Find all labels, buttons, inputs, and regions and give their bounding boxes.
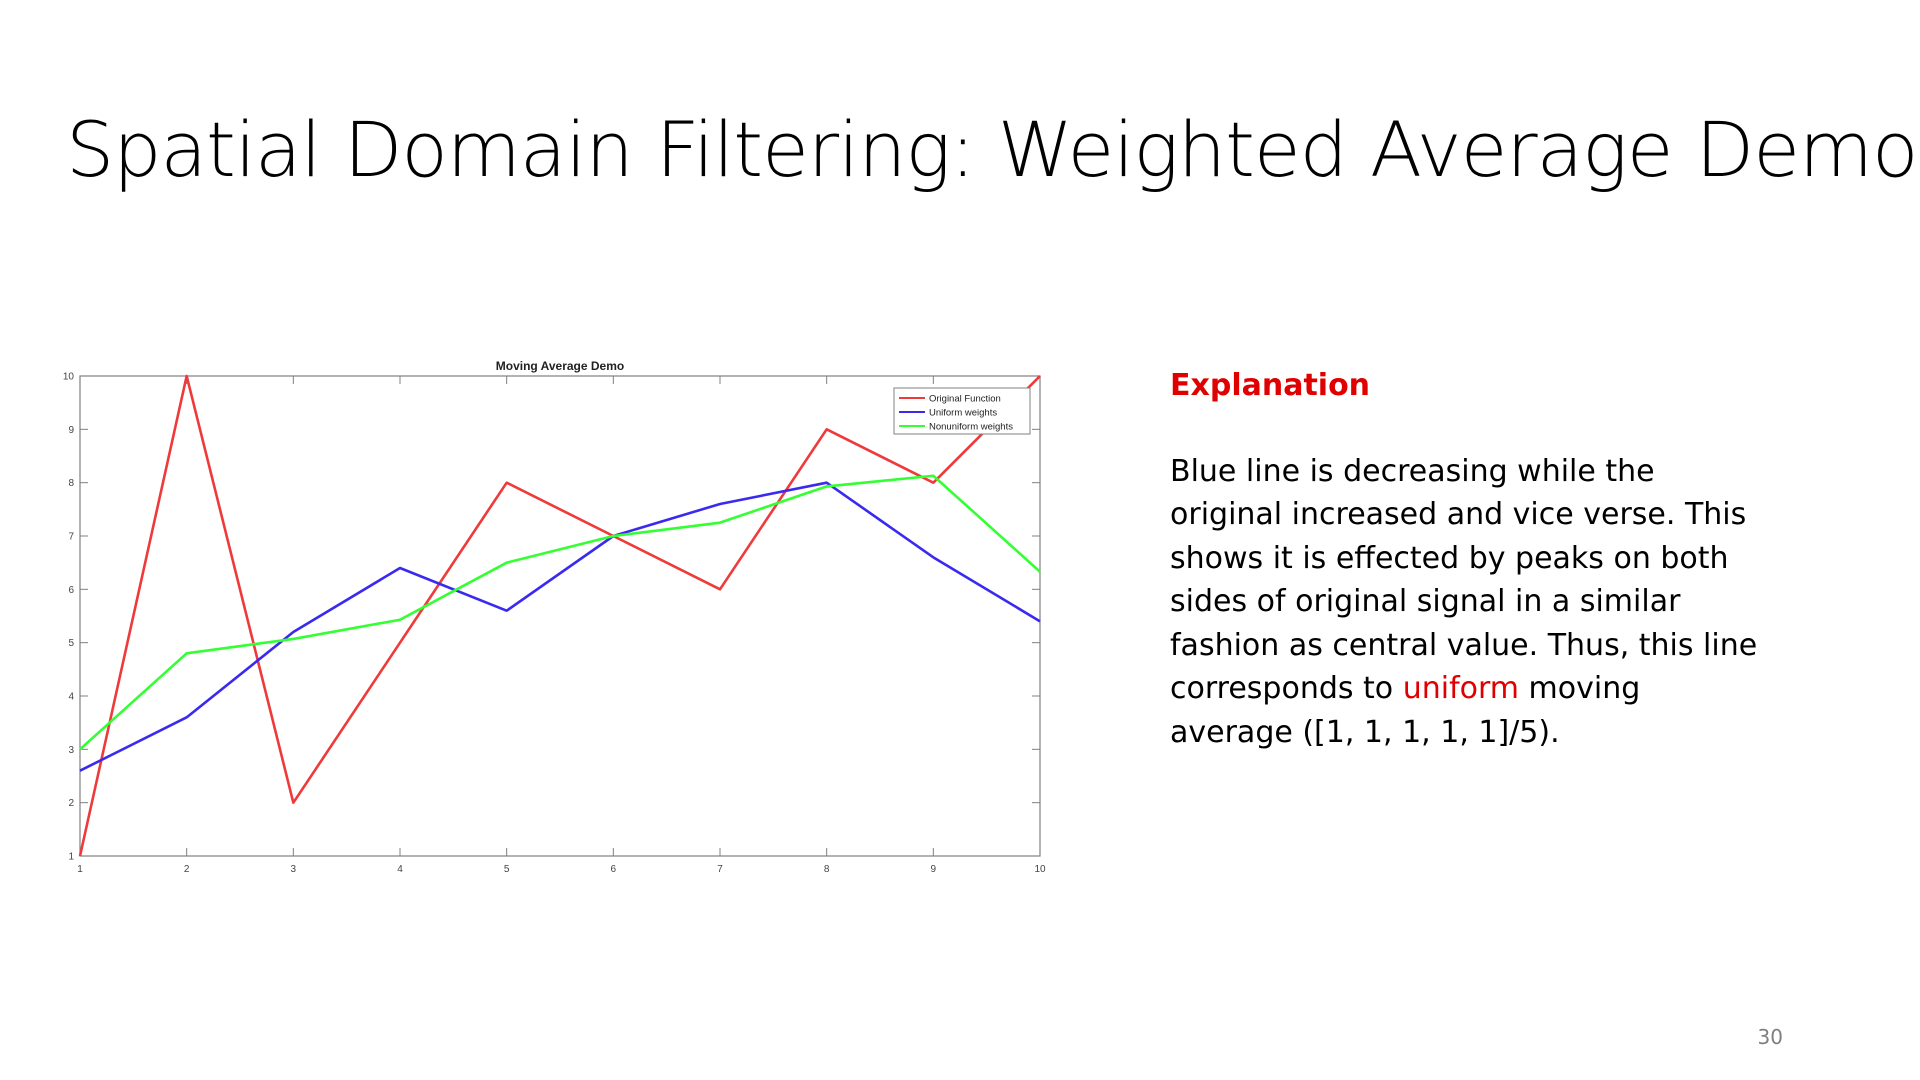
axis-ticks: 1 2 3 4 5 6 7 8 9 10 1 2 3 4 5 6 7 8 9 10 <box>63 372 1046 873</box>
explanation-panel: Explanation Blue line is decreasing whil… <box>1170 364 1770 754</box>
slide-title: Spatial Domain Filtering: Weighted Avera… <box>66 105 1918 194</box>
chart-title: Moving Average Demo <box>496 359 624 373</box>
explanation-heading: Explanation <box>1170 368 1371 403</box>
x-tick-label: 8 <box>824 864 830 872</box>
page-number: 30 <box>1757 1025 1783 1049</box>
explanation-body: Blue line is decreasing while the origin… <box>1170 450 1770 755</box>
y-tick-label: 6 <box>68 585 74 596</box>
y-tick-label: 10 <box>63 372 75 383</box>
y-tick-label: 5 <box>68 638 74 649</box>
y-tick-label: 8 <box>68 478 74 489</box>
explanation-text-2: moving average ([1, 1, 1, 1, 1]/5). <box>1170 671 1641 750</box>
legend-label-uniform-weights: Uniform weights <box>929 408 997 419</box>
y-tick-label: 2 <box>68 798 74 809</box>
plot-area-frame <box>79 375 1041 857</box>
series-line-original-function <box>78 374 1041 857</box>
x-tick-label: 3 <box>291 864 297 872</box>
y-tick-label: 4 <box>68 692 74 703</box>
x-tick-label: 4 <box>397 864 403 872</box>
x-tick-label: 10 <box>1034 864 1046 872</box>
explanation-highlight: uniform <box>1402 671 1520 706</box>
moving-average-chart: Moving Average Demo 1 2 3 4 5 6 7 8 9 10 1 2 3 4 5 6 7 8 9… <box>40 352 1050 872</box>
chart-legend: Original Function Uniform weights Nonunifo… <box>893 387 1031 435</box>
x-tick-label: 2 <box>184 864 190 872</box>
series-lines <box>78 374 1041 857</box>
x-tick-label: 1 <box>77 864 83 872</box>
y-tick-label: 1 <box>68 852 74 863</box>
y-tick-label: 9 <box>68 425 74 436</box>
x-tick-label: 9 <box>931 864 937 872</box>
chart-svg: Moving Average Demo 1 2 3 4 5 6 7 8 9 10 1 2 3 4 5 6 7 8 9… <box>63 359 1046 873</box>
x-tick-label: 6 <box>611 864 617 872</box>
explanation-text-1: Blue line is decreasing while the origin… <box>1170 453 1758 707</box>
y-tick-label: 3 <box>68 745 74 756</box>
y-tick-label: 7 <box>68 532 74 543</box>
series-line-nonuniform-weights <box>79 474 1041 751</box>
series-line-uniform-weights <box>79 481 1041 772</box>
legend-label-nonuniform-weights: Nonuniform weights <box>929 422 1013 433</box>
x-tick-label: 7 <box>717 864 723 872</box>
x-tick-label: 5 <box>504 864 510 872</box>
legend-label-original-function: Original Function <box>929 394 1001 405</box>
